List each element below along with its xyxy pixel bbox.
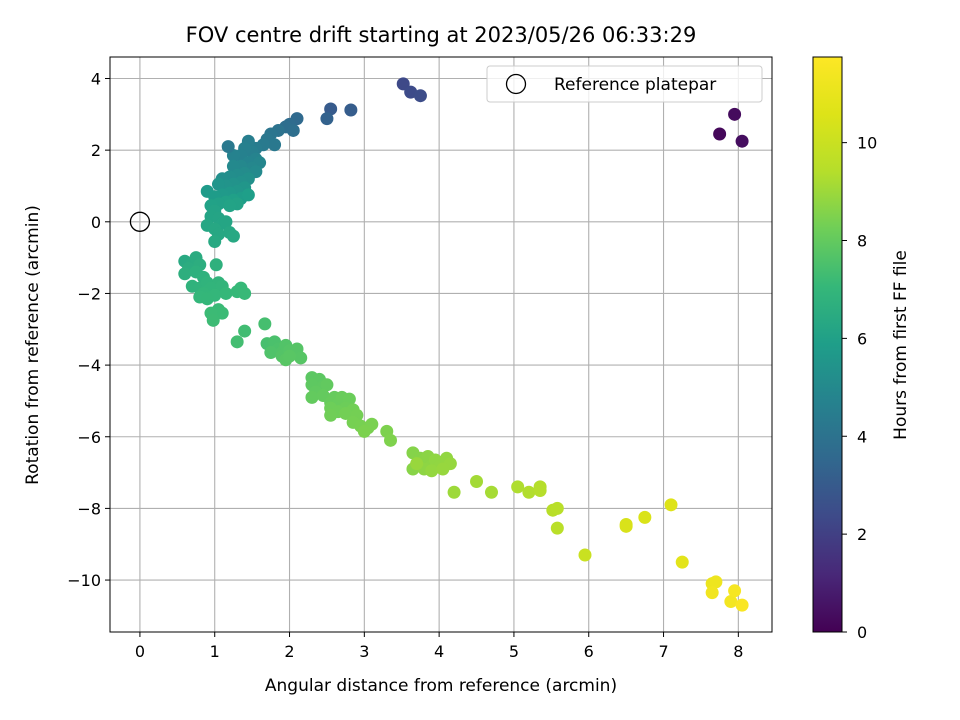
- scatter-point: [206, 313, 220, 327]
- colorbar: 0 2 4 6 8 10 Hours from first FF file: [812, 56, 911, 642]
- colorbar-tick-label: 6: [857, 329, 867, 348]
- reference-marker: [129, 211, 151, 232]
- scatter-point: [223, 199, 237, 213]
- x-tick-label: 0: [135, 642, 145, 661]
- scatter-point: [286, 123, 300, 137]
- scatter-point: [728, 107, 742, 121]
- scatter-point: [283, 349, 297, 363]
- scatter-point: [638, 510, 652, 524]
- scatter-point: [709, 575, 723, 589]
- scatter-point: [221, 140, 235, 154]
- scatter-point: [735, 134, 749, 148]
- scatter-point: [305, 390, 319, 404]
- x-tick-label: 5: [509, 642, 519, 661]
- y-axis-ticks: −10 −8 −6 −4 −2 0 2 4: [67, 69, 110, 590]
- x-tick-label: 2: [284, 642, 294, 661]
- scatter-point: [226, 229, 240, 243]
- scatter-point: [219, 215, 233, 229]
- legend-label-reference-platepar: Reference platepar: [554, 75, 716, 95]
- scatter-point: [219, 286, 233, 300]
- scatter-point: [713, 127, 727, 141]
- scatter-point: [413, 89, 427, 103]
- x-tick-label: 8: [733, 642, 743, 661]
- y-tick-label: −2: [77, 284, 101, 303]
- colorbar-tick-label: 2: [857, 525, 867, 544]
- scatter-point: [522, 485, 536, 499]
- plot-frame: [109, 56, 773, 633]
- scatter-point: [533, 483, 547, 497]
- scatter-point: [178, 267, 192, 281]
- y-tick-label: −10: [67, 571, 101, 590]
- x-tick-label: 1: [210, 642, 220, 661]
- scatter-point: [447, 485, 461, 499]
- colorbar-tick-label: 0: [857, 623, 867, 642]
- scatter-point: [728, 584, 742, 598]
- scatter-point: [238, 286, 252, 300]
- scatter-point: [238, 324, 252, 338]
- y-tick-label: 4: [91, 69, 101, 88]
- y-tick-label: −4: [77, 356, 101, 375]
- colorbar-gradient: [812, 56, 843, 633]
- scatter-point: [215, 306, 229, 320]
- scatter-point: [396, 77, 410, 91]
- scatter-point: [470, 475, 484, 489]
- data-points: [178, 77, 749, 612]
- scatter-point: [211, 177, 225, 191]
- scatter-point: [320, 112, 334, 126]
- scatter-point: [484, 485, 498, 499]
- scatter-point: [619, 519, 633, 533]
- scatter-point: [258, 317, 272, 331]
- scatter-point: [735, 598, 749, 612]
- scatter-point: [550, 521, 564, 535]
- colorbar-tick-label: 8: [857, 232, 867, 251]
- scatter-point: [724, 595, 738, 609]
- legend-reference-marker: [505, 73, 527, 95]
- scatter-point: [264, 346, 278, 360]
- grid-lines: [110, 57, 772, 632]
- scatter-point: [324, 408, 338, 422]
- y-tick-label: −6: [77, 428, 101, 447]
- colorbar-tick-label: 4: [857, 427, 867, 446]
- colorbar-label: Hours from first FF file: [891, 250, 911, 440]
- y-tick-label: 2: [91, 141, 101, 160]
- chart-title: FOV centre drift starting at 2023/05/26 …: [186, 23, 697, 47]
- scatter-point: [675, 555, 689, 569]
- x-axis-ticks: 0 1 2 3 4 5 6 7 8: [135, 632, 743, 661]
- scatter-point: [705, 586, 719, 600]
- scatter-point: [578, 548, 592, 562]
- x-tick-label: 6: [584, 642, 594, 661]
- x-tick-label: 7: [658, 642, 668, 661]
- legend-box: [486, 65, 763, 103]
- scatter-point: [320, 378, 334, 392]
- colorbar-ticks: 0 2 4 6 8 10: [842, 134, 877, 642]
- scatter-point: [664, 498, 678, 512]
- scatter-point: [200, 292, 214, 306]
- scatter-point: [230, 335, 244, 349]
- scatter-point: [436, 462, 450, 476]
- y-tick-label: −8: [77, 499, 101, 518]
- scatter-point: [339, 406, 353, 420]
- scatter-point: [410, 457, 424, 471]
- scatter-point: [425, 464, 439, 478]
- reference-platepar-marker: [129, 211, 151, 232]
- scatter-point: [384, 433, 398, 447]
- scatter-point: [550, 501, 564, 515]
- scatter-point: [511, 480, 525, 494]
- scatter-point: [357, 424, 371, 438]
- scatter-point: [208, 235, 222, 249]
- scatter-point: [268, 138, 282, 152]
- scatter-point: [294, 351, 308, 365]
- x-tick-label: 3: [359, 642, 369, 661]
- legend: Reference platepar: [486, 65, 763, 103]
- colorbar-tick-label: 10: [857, 134, 877, 153]
- y-axis-label: Rotation from reference (arcmin): [23, 205, 43, 485]
- scatter-point: [241, 188, 255, 202]
- y-tick-label: 0: [91, 213, 101, 232]
- x-tick-label: 4: [434, 642, 444, 661]
- scatter-point: [209, 258, 223, 272]
- x-axis-label: Angular distance from reference (arcmin): [265, 676, 617, 696]
- scatter-point: [344, 103, 358, 117]
